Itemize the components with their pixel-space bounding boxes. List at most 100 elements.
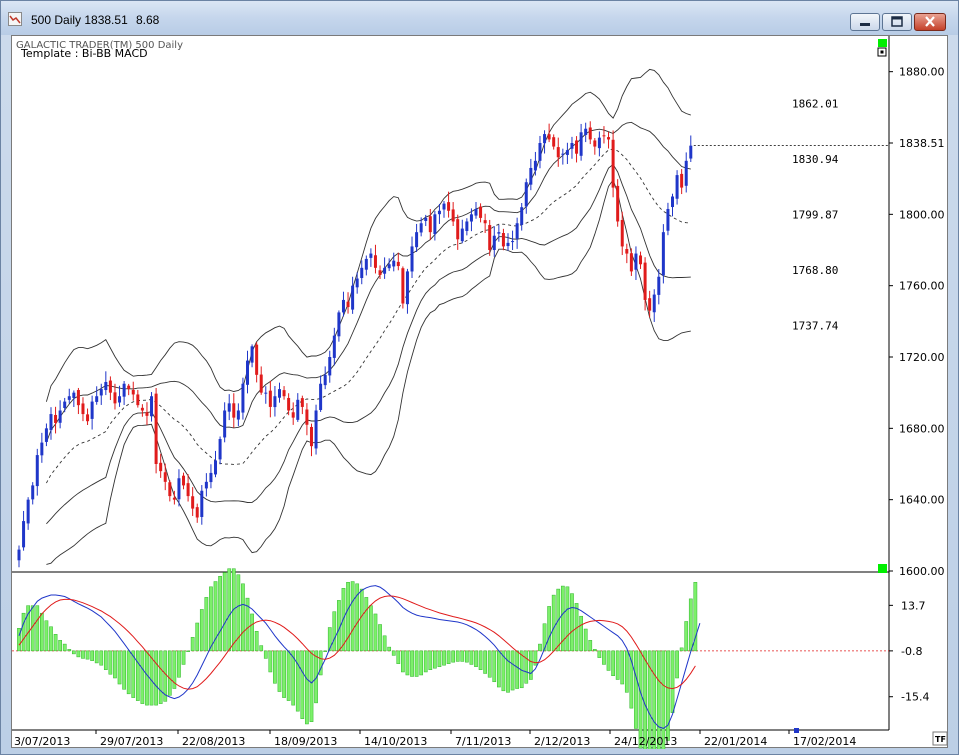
macd-histogram-bar	[592, 649, 597, 652]
candle-body	[346, 301, 350, 308]
close-button[interactable]	[914, 13, 946, 31]
candle-body	[616, 185, 620, 222]
tf-button[interactable]: TF	[932, 731, 948, 746]
macd-histogram-bar	[186, 650, 190, 652]
macd-histogram-bar	[378, 624, 382, 652]
macd-histogram-bar	[241, 583, 245, 652]
macd-histogram-bar	[254, 631, 259, 652]
window-title-value: 8.68	[136, 13, 160, 27]
candle-body	[611, 139, 615, 188]
candle-body	[255, 344, 259, 375]
macd-histogram-bar	[263, 650, 268, 659]
minimize-button[interactable]	[850, 13, 880, 31]
candle-body	[602, 135, 606, 137]
macd-histogram-bar	[273, 650, 277, 684]
macd-histogram-bar	[606, 650, 611, 671]
candle-body	[172, 497, 176, 500]
candle-body	[122, 383, 126, 397]
candle-body	[209, 472, 213, 483]
candle-body	[314, 410, 318, 449]
price-tick-label: 1720.00	[899, 351, 945, 364]
macd-histogram-bar	[542, 623, 547, 652]
candle-body	[309, 426, 313, 447]
candlesticks	[17, 121, 889, 568]
macd-histogram-bar	[209, 586, 213, 652]
candle-body	[72, 392, 76, 398]
macd-histogram-bar	[355, 583, 360, 652]
macd-histogram-bar	[565, 586, 570, 652]
candle-body	[341, 299, 345, 313]
candle-body	[547, 134, 551, 140]
candle-body	[58, 410, 62, 423]
candle-body	[40, 442, 44, 456]
date-tick-label: 22/08/2013	[182, 735, 245, 748]
macd-histogram-bar	[515, 650, 519, 689]
candle-body	[31, 485, 35, 500]
macd-histogram-bar	[359, 588, 364, 652]
macd-histogram-bar	[433, 650, 437, 669]
candle-body	[136, 394, 140, 406]
candle-body	[177, 478, 181, 500]
candle-body	[108, 380, 112, 393]
candle-body	[22, 521, 26, 548]
macd-histogram-bar	[291, 650, 296, 706]
macd-histogram-bar	[524, 650, 529, 684]
macd-histogram-bar	[423, 650, 428, 673]
macd-histogram-bar	[602, 650, 606, 665]
candle-body	[620, 219, 624, 247]
candle-body	[76, 390, 80, 406]
candle-body	[629, 253, 633, 272]
candle-body	[204, 481, 208, 489]
candle-body	[17, 549, 21, 561]
macd-histogram-bar	[369, 605, 373, 652]
panel-marker-top-icon[interactable]	[878, 39, 887, 47]
macd-histogram-bar	[49, 626, 53, 652]
candle-body	[328, 357, 332, 376]
macd-histogram-bar	[259, 645, 264, 652]
candle-body	[675, 175, 679, 199]
band-value-label: 1737.74	[792, 319, 839, 332]
macd-histogram-bar	[547, 606, 551, 652]
macd-histogram-bar	[305, 650, 309, 725]
macd-panel	[12, 568, 889, 749]
bollinger-bands	[45, 68, 691, 565]
macd-histogram-bar	[295, 650, 300, 712]
macd-histogram-bar	[346, 582, 350, 652]
panel-marker-mid-icon[interactable]	[878, 564, 887, 573]
macd-histogram-bar	[140, 650, 145, 704]
macd-histogram-bar	[483, 650, 487, 674]
candle-body	[570, 143, 574, 149]
macd-histogram-bar	[396, 650, 401, 664]
macd-histogram-bar	[506, 650, 510, 693]
date-tick-label: 24/12/2013	[614, 735, 677, 748]
macd-histogram-bar	[172, 650, 177, 689]
macd-histogram-bar	[688, 598, 693, 652]
macd-histogram-bar	[670, 650, 675, 713]
macd-histogram-bar	[487, 650, 492, 678]
title-bar[interactable]: 500 Daily 1838.51 8.68	[1, 1, 958, 35]
candle-body	[291, 412, 295, 418]
price-tick-label: 1680.00	[899, 422, 945, 435]
scroll-marker-icon[interactable]	[794, 728, 799, 733]
date-tick-label: 2/12/2013	[534, 735, 590, 748]
macd-histogram-bar	[387, 646, 392, 652]
candle-body	[671, 196, 675, 208]
window-title: 500 Daily 1838.51	[31, 13, 128, 27]
candle-body	[90, 401, 94, 419]
candle-body	[543, 134, 547, 144]
macd-histogram-bar	[195, 622, 200, 652]
chart-app-icon[interactable]	[8, 12, 22, 26]
candle-body	[689, 145, 693, 159]
chart-area[interactable]: 1600.00 1640.00 1680.00 1720.00 1760.00 1800.…	[11, 35, 949, 749]
macd-histogram-bar	[250, 613, 254, 652]
date-tick-label: 22/01/2014	[704, 735, 767, 748]
candle-body	[95, 396, 99, 402]
price-chart[interactable]: 1600.00 1640.00 1680.00 1720.00 1760.00 1800.…	[12, 36, 949, 749]
macd-histogram-bar	[474, 650, 478, 667]
candle-body	[648, 298, 652, 311]
macd-histogram-bar	[300, 650, 305, 719]
maximize-button[interactable]	[882, 13, 912, 31]
candle-body	[479, 206, 483, 218]
candle-body	[296, 399, 300, 420]
